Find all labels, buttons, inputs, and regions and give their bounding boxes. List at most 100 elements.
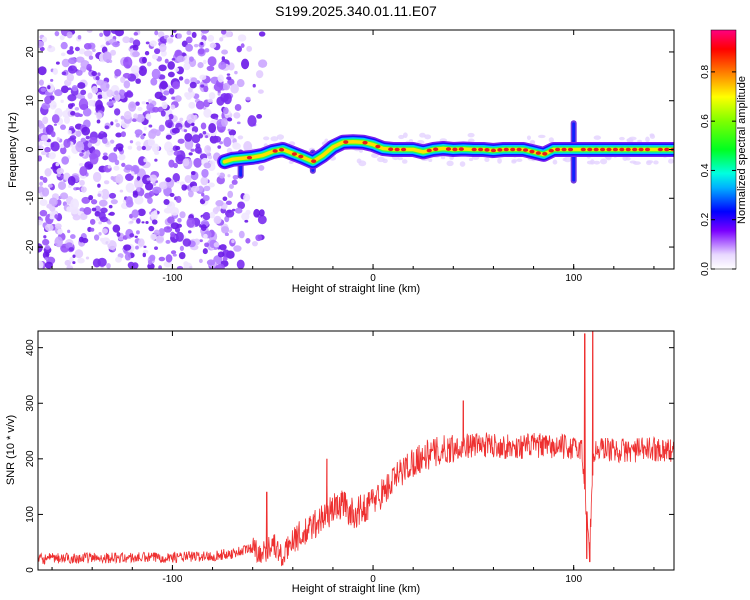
noise-speckle [227,174,231,178]
noise-speckle [203,185,211,192]
noise-speckle [99,32,104,37]
snr-series-line [38,331,674,567]
colorbar-frame [710,29,737,270]
noise-speckle [74,46,80,52]
noise-speckle [40,151,47,156]
noise-speckle [145,102,149,105]
noise-speckle [103,180,110,185]
noise-speckle [155,129,161,137]
noise-speckle [74,112,81,118]
colorbar-tick-label: 0.6 [700,114,711,128]
noise-speckle [171,96,176,100]
noise-speckle [91,207,97,212]
track-halo-speckle [419,132,426,138]
noise-speckle [44,95,52,105]
noise-speckle [44,223,54,232]
noise-speckle [179,211,186,219]
noise-speckle [202,212,211,221]
noise-speckle [138,238,145,247]
noise-speckle [160,110,166,117]
noise-speckle [133,32,138,36]
noise-speckle [174,67,180,72]
noise-speckle [208,92,216,100]
noise-speckle [163,226,173,233]
noise-speckle [167,216,175,224]
noise-speckle [86,63,92,71]
noise-speckle [88,195,94,201]
noise-speckle [170,222,179,230]
noise-speckle [146,61,152,67]
track-peak [298,154,304,159]
track-peak [362,140,368,145]
noise-speckle [149,174,158,183]
noise-speckle [137,106,143,112]
noise-speckle [49,215,55,220]
noise-speckle [207,34,215,42]
noise-speckle [208,122,217,134]
noise-speckle [237,34,247,42]
noise-speckle [77,35,82,40]
noise-speckle [163,90,170,96]
noise-speckle [191,134,201,144]
track-halo-speckle [484,157,490,163]
track-peak [343,140,349,144]
noise-speckle [61,71,67,76]
noise-speckle [223,136,232,147]
noise-speckle [80,89,87,96]
noise-speckle [219,141,223,145]
track-peak [490,148,497,153]
noise-speckle [189,265,193,269]
noise-speckle [231,239,235,244]
noise-speckle [182,238,192,247]
track-peak [542,151,548,156]
noise-speckle [66,265,74,269]
noise-speckle [123,110,132,120]
noise-speckle [38,140,44,146]
snr-panel: -100 0 100 0 100 200 300 400 Height of straight… [5,330,675,595]
noise-speckle [143,245,147,249]
noise-speckle [128,101,137,112]
track-peak [278,147,285,152]
noise-speckle [114,159,120,166]
noise-speckle [169,192,175,198]
noise-speckle [70,110,76,116]
noise-speckle [38,219,43,226]
noise-speckle [185,43,193,52]
noise-speckle [144,182,154,191]
noise-speckle [201,168,209,178]
snr-xlabel: Height of straight line (km) [292,583,420,595]
track-peak [516,147,522,152]
noise-speckle [198,258,203,264]
noise-speckle [96,119,101,124]
noise-speckle [252,83,256,88]
noise-speckle [165,134,172,140]
colorbar-axes: 0.0 0.2 0.4 0.6 0.8 [700,29,737,276]
noise-speckle [61,85,69,94]
track-peak [452,147,458,152]
noise-speckle [184,92,189,98]
noise-speckle [50,141,60,152]
noise-speckle [67,175,76,186]
noise-speckle [221,118,228,127]
noise-speckle [191,126,199,133]
noise-speckle [227,117,233,122]
noise-speckle [221,226,230,234]
noise-speckle [39,199,48,206]
noise-speckle [98,199,108,207]
noise-speckle [50,95,55,101]
track-halo-speckle [263,136,270,141]
noise-speckle [153,229,160,236]
noise-speckle [115,132,122,138]
noise-speckle [204,144,212,154]
colorbar-gradient [711,30,736,269]
noise-speckle [143,126,147,131]
noise-speckle [59,192,69,200]
noise-speckle [177,217,182,223]
colorbar-tick-label: 0.2 [700,212,711,226]
noise-speckle [198,133,204,139]
noise-speckle [132,51,140,58]
noise-speckle [136,230,140,235]
noise-speckle [188,152,193,156]
noise-speckle [39,175,44,180]
noise-speckle [54,30,60,37]
